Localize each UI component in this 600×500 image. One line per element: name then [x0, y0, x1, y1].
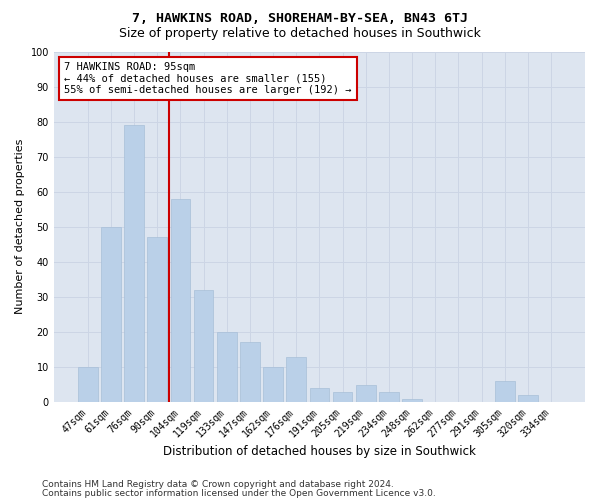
Bar	[333, 392, 352, 402]
Bar	[240, 342, 260, 402]
Bar	[310, 388, 329, 402]
Bar	[148, 238, 167, 402]
X-axis label: Distribution of detached houses by size in Southwick: Distribution of detached houses by size …	[163, 444, 476, 458]
Bar	[379, 392, 399, 402]
Y-axis label: Number of detached properties: Number of detached properties	[15, 139, 25, 314]
Bar	[194, 290, 214, 402]
Text: Contains public sector information licensed under the Open Government Licence v3: Contains public sector information licen…	[42, 488, 436, 498]
Bar	[78, 367, 98, 402]
Text: Contains HM Land Registry data © Crown copyright and database right 2024.: Contains HM Land Registry data © Crown c…	[42, 480, 394, 489]
Bar	[101, 227, 121, 402]
Bar	[495, 381, 515, 402]
Bar	[170, 198, 190, 402]
Bar	[402, 398, 422, 402]
Text: 7, HAWKINS ROAD, SHOREHAM-BY-SEA, BN43 6TJ: 7, HAWKINS ROAD, SHOREHAM-BY-SEA, BN43 6…	[132, 12, 468, 26]
Bar	[356, 384, 376, 402]
Bar	[217, 332, 236, 402]
Text: 7 HAWKINS ROAD: 95sqm
← 44% of detached houses are smaller (155)
55% of semi-det: 7 HAWKINS ROAD: 95sqm ← 44% of detached …	[64, 62, 352, 95]
Bar	[518, 395, 538, 402]
Bar	[263, 367, 283, 402]
Bar	[124, 125, 144, 402]
Bar	[286, 356, 306, 402]
Text: Size of property relative to detached houses in Southwick: Size of property relative to detached ho…	[119, 28, 481, 40]
